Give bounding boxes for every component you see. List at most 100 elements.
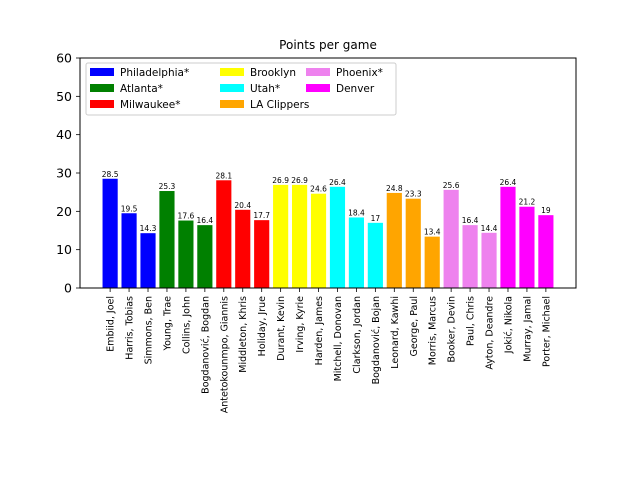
bar (348, 217, 364, 288)
legend-label: Milwaukee* (120, 99, 180, 111)
bar (102, 178, 118, 288)
data-label: 19 (541, 206, 551, 215)
bar (121, 213, 137, 288)
bars-group: 28.519.514.325.317.616.428.120.417.726.9… (102, 170, 554, 288)
data-label: 26.4 (329, 178, 346, 187)
x-tick-label: Murray, Jamal (522, 296, 533, 362)
data-label: 21.2 (519, 198, 536, 207)
data-label: 18.4 (348, 208, 365, 217)
x-tick-label: Porter, Michael (541, 296, 552, 367)
data-label: 14.4 (481, 224, 498, 233)
data-label: 13.4 (424, 228, 441, 237)
x-tick-label: Leonard, Kawhi (390, 296, 401, 369)
data-label: 28.1 (215, 171, 232, 180)
y-tick-label: 30 (56, 166, 72, 181)
data-label: 24.6 (310, 185, 327, 194)
legend-label: Atlanta* (120, 83, 163, 95)
legend-swatch (90, 100, 114, 108)
legend-swatch (90, 84, 114, 92)
x-tick-label: Collins, John (181, 296, 192, 354)
data-label: 20.4 (234, 201, 251, 210)
x-tick-label: Paul, Chris (466, 296, 477, 346)
x-tick-label: Young, Trae (162, 296, 173, 352)
x-tick-label: Bogdanović, Bogdan (200, 296, 211, 394)
legend-label: Denver (336, 83, 375, 95)
legend-label: Philadelphia* (120, 67, 189, 79)
x-tick-label: Antetokounmpo, Giannis (219, 296, 230, 413)
data-label: 26.9 (272, 176, 289, 185)
x-tick-label: Mitchell, Donovan (333, 296, 344, 381)
bar (273, 184, 289, 288)
legend-swatch (220, 100, 244, 108)
bar (462, 225, 478, 288)
bar (216, 180, 232, 288)
y-tick-label: 40 (56, 127, 72, 142)
legend-label: LA Clippers (250, 99, 309, 111)
data-label: 25.3 (159, 182, 176, 191)
bar (367, 222, 383, 288)
y-tick-label: 0 (64, 281, 72, 296)
bar (235, 209, 251, 288)
y-axis: 0 10 20 30 40 50 60 (56, 51, 80, 296)
x-tick-label: Jokić, Nikola (503, 296, 514, 354)
data-label: 26.4 (500, 178, 517, 187)
legend-label: Utah* (250, 83, 280, 95)
bar (500, 186, 516, 288)
bar (405, 198, 421, 288)
x-tick-label: Middleton, Khris (238, 296, 249, 373)
x-tick-label: Embiid, Joel (106, 296, 117, 352)
x-tick-label: Booker, Devin (447, 296, 458, 363)
legend-label: Brooklyn (250, 67, 296, 79)
bar (443, 189, 459, 288)
x-tick-label: Irving, Kyrie (295, 296, 306, 353)
x-tick-label: Harden, James (314, 296, 325, 365)
x-tick-label: Durant, Kevin (276, 296, 287, 361)
legend-swatch (306, 68, 330, 76)
bar (292, 184, 308, 288)
bar (386, 192, 402, 288)
bar (481, 232, 497, 288)
y-tick-label: 10 (56, 242, 72, 257)
data-label: 28.5 (102, 170, 119, 179)
bar (329, 186, 346, 288)
legend-swatch (306, 84, 330, 92)
data-label: 24.8 (386, 184, 403, 193)
x-tick-label: Clarkson, Jordan (352, 296, 363, 374)
chart-title: Points per game (279, 38, 377, 52)
bar (140, 233, 156, 288)
y-tick-label: 20 (56, 204, 72, 219)
legend-swatch (220, 84, 244, 92)
x-tick-label: George, Paul (409, 296, 420, 356)
y-tick-label: 60 (56, 51, 72, 66)
bar (424, 236, 440, 288)
bar (519, 206, 535, 288)
x-tick-label: Morris, Marcus (428, 296, 439, 365)
plot-frame (79, 57, 577, 289)
data-label: 16.4 (197, 216, 214, 225)
data-label: 14.3 (140, 224, 157, 233)
bar (178, 220, 194, 288)
data-label: 17.6 (178, 212, 195, 221)
x-tick-label: Bogdanović, Bojan (371, 296, 382, 384)
legend-label: Phoenix* (336, 67, 383, 79)
x-tick-label: Simmons, Ben (144, 296, 155, 364)
data-label: 19.5 (121, 204, 138, 213)
data-label: 26.9 (291, 176, 308, 185)
x-tick-label: Harris, Tobias (125, 296, 136, 360)
data-label: 17 (371, 214, 381, 223)
legend: Philadelphia* Atlanta* Milwaukee* Brooklyn U… (85, 62, 397, 116)
bar (254, 220, 270, 288)
y-tick-label: 50 (56, 89, 72, 104)
data-label: 25.6 (443, 181, 460, 190)
bar (538, 215, 554, 288)
data-label: 23.3 (405, 190, 422, 199)
legend-swatch (220, 68, 244, 76)
x-axis: Embiid, Joel Harris, Tobias Simmons, Ben Yo… (106, 288, 552, 413)
x-tick-label: Ayton, Deandre (485, 296, 496, 370)
data-label: 17.7 (253, 211, 270, 220)
bar (159, 191, 175, 288)
data-label: 16.4 (462, 216, 479, 225)
bar (310, 193, 327, 288)
x-tick-label: Holiday, Jrue (257, 296, 268, 356)
